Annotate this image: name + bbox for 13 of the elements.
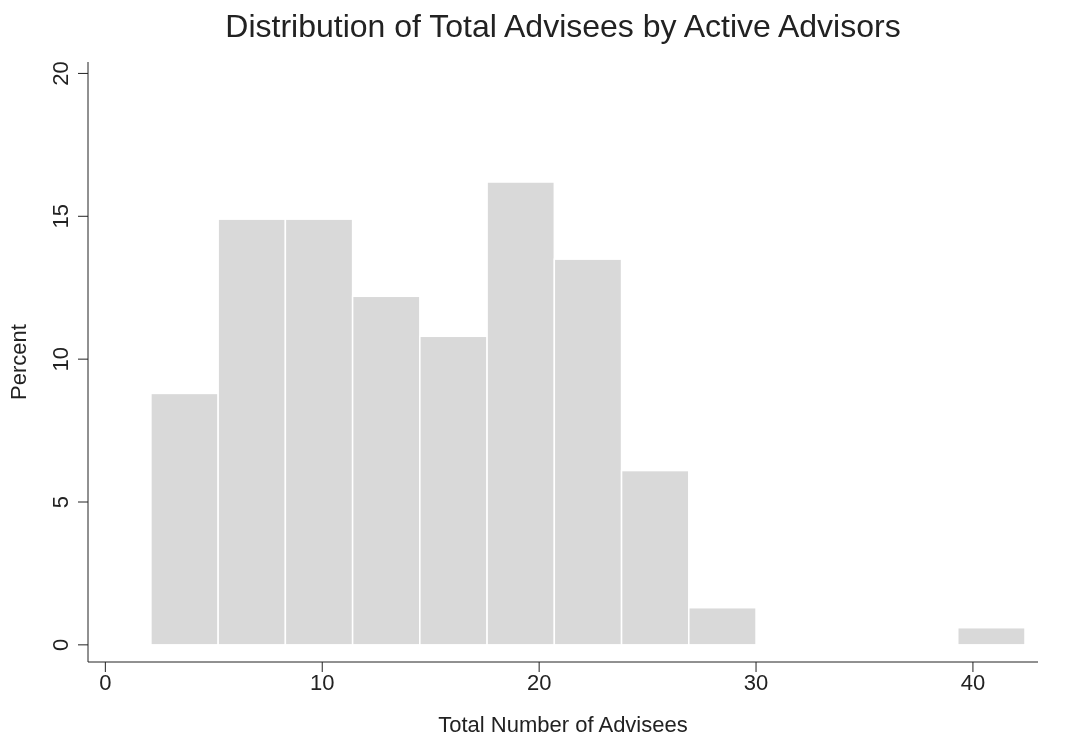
x-axis-title: Total Number of Advisees bbox=[438, 712, 688, 737]
x-tick-label: 30 bbox=[743, 669, 769, 695]
x-tick-label: 20 bbox=[526, 669, 552, 695]
x-tick-label: 0 bbox=[99, 669, 112, 695]
chart-title: Distribution of Total Advisees by Active Advisors bbox=[224, 8, 902, 46]
x-tick-label: 10 bbox=[310, 669, 335, 695]
y-tick-label: 15 bbox=[48, 204, 73, 229]
y-axis-title: Percent bbox=[5, 324, 31, 400]
y-tick-label: 0 bbox=[48, 638, 73, 651]
x-tick-label: 40 bbox=[960, 669, 986, 695]
y-tick-label: 10 bbox=[48, 346, 73, 372]
y-tick-label: 5 bbox=[48, 495, 73, 509]
y-tick-label: 20 bbox=[48, 61, 73, 86]
